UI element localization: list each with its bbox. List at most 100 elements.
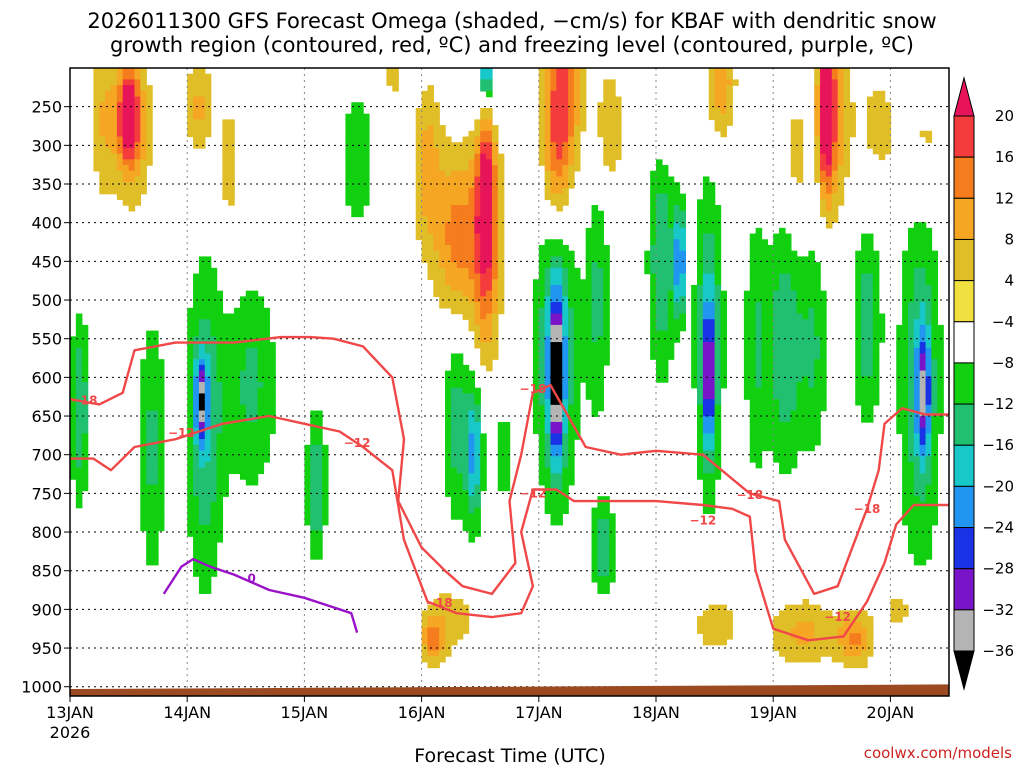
omega-cell [697, 353, 704, 360]
omega-cell [357, 210, 364, 218]
omega-cell [134, 119, 142, 126]
omega-cell [650, 250, 657, 258]
omega-cell [902, 513, 909, 520]
omega-cell [122, 130, 130, 138]
omega-cell [544, 439, 552, 446]
omega-cell [720, 130, 728, 138]
omega-cell [767, 284, 774, 292]
omega-cell [661, 176, 669, 183]
omega-cell [849, 627, 856, 634]
contour-label: −12 [168, 426, 195, 440]
omega-cell [532, 359, 540, 366]
omega-cell [726, 102, 733, 109]
omega-cell [691, 307, 698, 315]
omega-cell [556, 159, 563, 166]
omega-cell [445, 239, 452, 246]
omega-cell [128, 130, 136, 138]
omega-cell [204, 393, 212, 400]
omega-cell [193, 336, 200, 343]
omega-cell [796, 119, 804, 126]
omega-cell [568, 330, 575, 338]
omega-cell [667, 205, 675, 212]
omega-cell [562, 450, 569, 457]
omega-cell [497, 267, 505, 275]
omega-cell [591, 558, 599, 566]
omega-cell [544, 279, 552, 286]
omega-cell [585, 256, 593, 263]
omega-cell [656, 324, 663, 332]
omega-cell [152, 353, 159, 360]
omega-cell [140, 130, 147, 138]
omega-cell [456, 404, 464, 412]
colorbar-label: −12 [982, 395, 1014, 413]
omega-cell [193, 564, 200, 572]
omega-cell [538, 159, 546, 166]
omega-cell [585, 262, 593, 269]
omega-cell [796, 147, 804, 155]
omega-cell [579, 125, 587, 132]
omega-cell [345, 170, 352, 178]
omega-cell [562, 90, 569, 98]
omega-cell [761, 250, 769, 258]
omega-cell [480, 159, 487, 166]
omega-cell [456, 410, 464, 417]
omega-cell [784, 302, 792, 309]
omega-cell [591, 313, 599, 320]
omega-cell [433, 633, 440, 640]
omega-cell [222, 353, 229, 360]
omega-cell [720, 107, 728, 115]
omega-cell [456, 450, 464, 457]
omega-cell [866, 96, 874, 103]
omega-cell [210, 439, 218, 446]
omega-cell [445, 222, 452, 229]
omega-cell [316, 553, 323, 560]
omega-cell [661, 370, 669, 377]
omega-cell [193, 416, 200, 423]
omega-cell [456, 416, 464, 423]
omega-cell [538, 324, 546, 332]
omega-cell [128, 187, 136, 195]
omega-cell [796, 125, 804, 132]
omega-cell [825, 610, 833, 617]
pressure-tick-label: 300 [31, 136, 62, 155]
omega-cell [550, 364, 558, 372]
omega-cell [503, 473, 511, 480]
omega-cell [415, 227, 423, 235]
omega-cell [491, 170, 499, 178]
omega-cell [81, 336, 89, 343]
omega-cell [269, 410, 276, 417]
omega-cell [450, 233, 458, 240]
omega-cell [468, 267, 476, 275]
omega-cell [726, 79, 733, 86]
omega-cell [228, 142, 235, 149]
omega-cell [831, 125, 839, 132]
omega-cell [187, 113, 194, 121]
omega-cell [767, 404, 774, 412]
omega-cell [585, 387, 593, 395]
omega-cell [697, 233, 704, 240]
omega-cell [579, 370, 587, 377]
omega-cell [198, 136, 206, 143]
omega-cell [796, 279, 804, 286]
omega-cell [714, 404, 722, 412]
omega-cell [720, 353, 728, 360]
omega-cell [415, 216, 423, 223]
omega-cell [491, 239, 499, 246]
omega-cell [427, 256, 435, 263]
omega-cell [550, 193, 558, 201]
omega-cell [550, 153, 558, 161]
omega-cell [345, 130, 352, 138]
omega-cell [861, 610, 868, 617]
omega-cell [316, 467, 323, 475]
omega-cell [415, 210, 423, 218]
omega-cell [550, 456, 558, 463]
omega-cell [820, 68, 827, 75]
omega-cell [228, 136, 235, 143]
omega-cell [544, 473, 552, 480]
omega-cell [445, 193, 452, 201]
omega-cell [157, 376, 165, 383]
omega-cell [204, 433, 212, 440]
omega-cell [474, 433, 481, 440]
omega-cell [421, 244, 429, 252]
